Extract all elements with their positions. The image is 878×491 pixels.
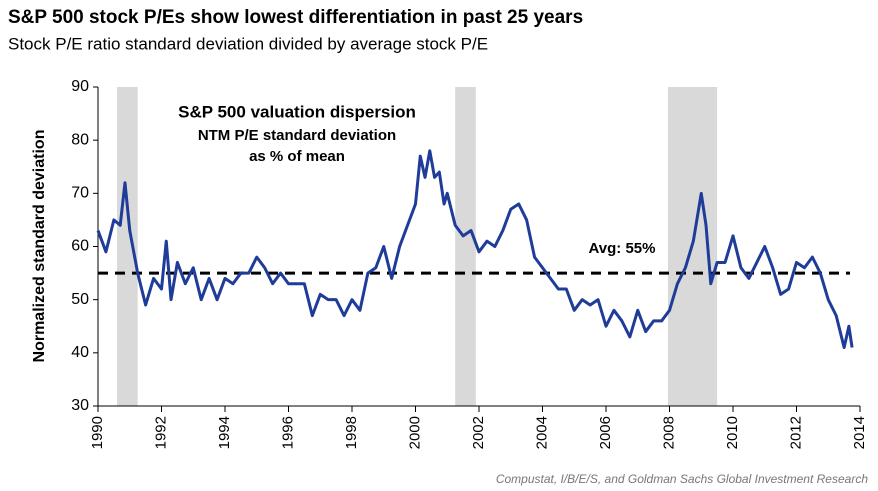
x-tick-label: 1992 — [152, 416, 169, 449]
average-label: Avg: 55% — [589, 240, 656, 257]
x-tick-label: 1996 — [279, 416, 296, 449]
y-axis-label: Normalized standard deviation — [31, 130, 48, 363]
x-tick-label: 2002 — [470, 416, 487, 449]
x-tick-label: 2008 — [660, 416, 677, 449]
x-tick-label: 1990 — [89, 416, 106, 449]
x-tick-label: 2012 — [787, 416, 804, 449]
x-tick-label: 2014 — [851, 416, 868, 449]
annotation: NTM P/E standard deviation — [198, 127, 396, 144]
x-tick-label: 2004 — [533, 416, 550, 449]
x-tick-label: 1998 — [343, 416, 360, 449]
x-tick-label: 2006 — [597, 416, 614, 449]
y-tick-label: 80 — [71, 131, 89, 148]
y-tick-label: 50 — [71, 291, 89, 308]
y-tick-label: 40 — [71, 344, 89, 361]
data-line — [96, 149, 854, 350]
source: Compustat, I/B/E/S, and Goldman Sachs Gl… — [496, 472, 869, 486]
y-tick-label: 70 — [71, 185, 89, 202]
x-tick-label: 1994 — [216, 416, 233, 449]
x-tick-label: 2000 — [406, 416, 423, 449]
y-tick-label: 60 — [71, 238, 89, 255]
annotation: as % of mean — [249, 148, 345, 165]
y-tick-label: 90 — [71, 78, 89, 95]
annotation: S&P 500 valuation dispersion — [178, 102, 416, 121]
x-tick-label: 2010 — [724, 416, 741, 449]
recession-band — [117, 87, 138, 406]
chart-title: S&P 500 stock P/Es show lowest different… — [8, 7, 583, 28]
chart-subtitle: Stock P/E ratio standard deviation divid… — [8, 34, 488, 53]
recession-band — [455, 87, 476, 406]
y-tick-label: 30 — [71, 397, 89, 414]
